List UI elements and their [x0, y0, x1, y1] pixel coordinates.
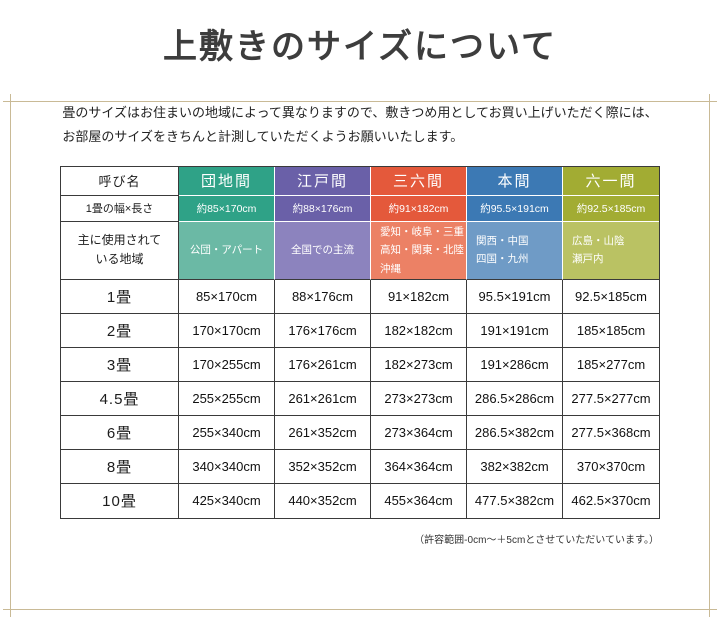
- size-cell: 286.5×286cm: [467, 381, 563, 416]
- row-label: 1畳: [61, 279, 179, 314]
- size-cell: 176×261cm: [275, 347, 371, 382]
- size-cell: 382×382cm: [467, 449, 563, 484]
- column-header-honma: 本間: [467, 166, 563, 196]
- size-cell: 95.5×191cm: [467, 279, 563, 314]
- width-cell: 約88×176cm: [275, 195, 371, 222]
- width-row: 1畳の幅×長さ 約85×170cm 約88×176cm 約91×182cm 約9…: [61, 195, 659, 222]
- page-title: 上敷きのサイズについて: [163, 27, 557, 67]
- size-cell: 477.5×382cm: [467, 483, 563, 518]
- size-cell: 92.5×185cm: [563, 280, 659, 314]
- frame-edge-bottom: [3, 608, 717, 610]
- region-row: 主に使用されて いる地域 公団・アパート 全国での主流 愛知・岐阜・三重 高知・…: [61, 221, 659, 280]
- size-cell: 170×170cm: [179, 313, 275, 348]
- region-cell: 愛知・岐阜・三重 高知・関東・北陸 沖縄: [371, 221, 467, 280]
- width-cell: 約91×182cm: [371, 195, 467, 222]
- size-cell: 170×255cm: [179, 347, 275, 382]
- column-header-saburokuma: 三六間: [371, 166, 467, 196]
- size-cell: 364×364cm: [371, 449, 467, 484]
- column-header-row: 呼び名 団地間 江戸間 三六間 本間 六一間: [61, 166, 659, 196]
- size-cell: 191×191cm: [467, 313, 563, 348]
- size-cell: 277.5×277cm: [563, 382, 659, 416]
- size-cell: 277.5×368cm: [563, 416, 659, 450]
- size-cell: 273×273cm: [371, 381, 467, 416]
- size-cell: 440×352cm: [275, 483, 371, 518]
- table-row: 3畳 170×255cm 176×261cm 182×273cm 191×286…: [61, 347, 659, 382]
- footnote: （許容範囲-0cm〜＋5cmとさせていただいています。）: [414, 534, 659, 546]
- row-label: 8畳: [61, 449, 179, 484]
- size-cell: 255×340cm: [179, 415, 275, 450]
- size-cell: 261×261cm: [275, 381, 371, 416]
- width-row-label: 1畳の幅×長さ: [61, 195, 179, 222]
- frame-edge-left: [10, 93, 11, 617]
- region-cell: 関西・中国 四国・九州: [467, 221, 563, 280]
- size-cell: 85×170cm: [179, 279, 275, 314]
- size-cell: 255×255cm: [179, 381, 275, 416]
- size-cell: 176×176cm: [275, 313, 371, 348]
- width-cell: 約85×170cm: [179, 195, 275, 222]
- size-cell: 455×364cm: [371, 483, 467, 518]
- width-cell: 約95.5×191cm: [467, 195, 563, 222]
- frame-edge-right: [709, 93, 710, 617]
- frame-edge-top: [3, 100, 717, 102]
- decorative-frame: 畳のサイズはお住まいの地域によって異なりますので、敷きつめ用としてお買い上げいた…: [3, 93, 717, 617]
- table-row: 8畳 340×340cm 352×352cm 364×364cm 382×382…: [61, 449, 659, 484]
- region-row-label: 主に使用されて いる地域: [61, 221, 179, 280]
- table-row: 4.5畳 255×255cm 261×261cm 273×273cm 286.5…: [61, 381, 659, 416]
- size-cell: 425×340cm: [179, 483, 275, 518]
- row-label: 2畳: [61, 313, 179, 348]
- width-cell: 約92.5×185cm: [563, 195, 659, 222]
- size-cell: 91×182cm: [371, 279, 467, 314]
- region-cell: 公団・アパート: [179, 221, 275, 280]
- table-row: 10畳 425×340cm 440×352cm 455×364cm 477.5×…: [61, 483, 659, 518]
- row-label: 3畳: [61, 347, 179, 382]
- size-cell: 370×370cm: [563, 450, 659, 484]
- table-row: 6畳 255×340cm 261×352cm 273×364cm 286.5×3…: [61, 415, 659, 450]
- size-cell: 185×185cm: [563, 314, 659, 348]
- region-cell: 全国での主流: [275, 221, 371, 280]
- intro-text: 畳のサイズはお住まいの地域によって異なりますので、敷きつめ用としてお買い上げいた…: [62, 104, 658, 145]
- row-label: 6畳: [61, 415, 179, 450]
- size-cell: 182×182cm: [371, 313, 467, 348]
- column-header-rokuichima: 六一間: [563, 166, 659, 196]
- column-header-danchima: 団地間: [179, 166, 275, 196]
- row-label: 4.5畳: [61, 381, 179, 416]
- size-cell: 286.5×382cm: [467, 415, 563, 450]
- size-cell: 185×277cm: [563, 348, 659, 382]
- size-cell: 352×352cm: [275, 449, 371, 484]
- tatami-size-table: 呼び名 団地間 江戸間 三六間 本間 六一間 1畳の幅×長さ 約85×170cm…: [60, 165, 660, 519]
- size-cell: 88×176cm: [275, 279, 371, 314]
- size-cell: 340×340cm: [179, 449, 275, 484]
- size-cell: 462.5×370cm: [571, 493, 651, 509]
- header-yobina: 呼び名: [61, 166, 179, 196]
- table-row: 2畳 170×170cm 176×176cm 182×182cm 191×191…: [61, 313, 659, 348]
- size-cell: 261×352cm: [275, 415, 371, 450]
- row-label: 10畳: [61, 483, 179, 518]
- table-row: 1畳 85×170cm 88×176cm 91×182cm 95.5×191cm…: [61, 279, 659, 314]
- size-cell: 182×273cm: [371, 347, 467, 382]
- size-cell: 273×364cm: [371, 415, 467, 450]
- region-cell: 広島・山陰 瀬戸内: [563, 221, 659, 280]
- size-cell: 191×286cm: [467, 347, 563, 382]
- column-header-edoma: 江戸間: [275, 166, 371, 196]
